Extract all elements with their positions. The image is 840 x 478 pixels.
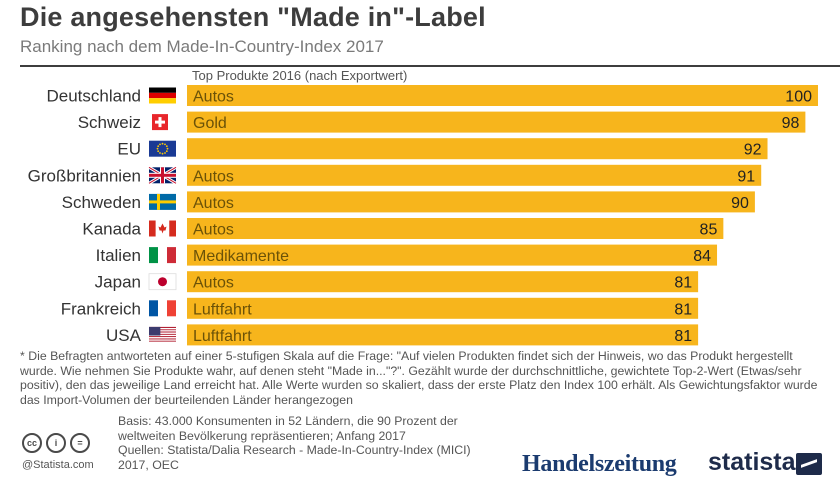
country-label: Italien [96,246,141,265]
country-label: USA [106,326,142,345]
bar [187,244,718,266]
value-label: 81 [674,328,692,345]
no-derivatives-icon[interactable]: = [70,433,90,453]
switzerland-flag-icon [152,114,168,131]
country-label: Frankreich [61,299,141,318]
value-label: 84 [693,248,711,265]
statista-copyright[interactable]: @Statista.com [22,459,94,471]
attribution-icon[interactable]: i [46,433,66,453]
statista-logo[interactable]: statista [708,448,796,476]
product-label: Luftfahrt [193,328,252,345]
bar [187,85,818,106]
value-label: 81 [674,301,692,318]
value-label: 91 [737,168,755,185]
bar [187,324,699,346]
product-label: Gold [193,115,227,132]
value-label: 90 [731,195,749,212]
product-label: Luftfahrt [193,301,252,318]
basis-note: Basis: 43.000 Konsumenten in 52 Ländern,… [118,414,458,443]
country-label: Kanada [82,220,141,239]
usa-flag-icon [149,326,176,343]
bar [187,138,768,160]
bar-chart: Deutschland Autos 100 Schweiz Gold 98 EU 92 Groß… [28,85,818,346]
creative-commons-icon[interactable]: cc [22,433,42,453]
uk-flag-icon [148,166,177,185]
country-label: Schweden [62,193,141,212]
chart-subtitle: Ranking nach dem Made-In-Country-Index 2… [20,37,384,56]
chart-title: Die angesehensten "Made in"-Label [20,2,486,32]
france-flag-icon [149,300,176,317]
value-label: 81 [674,275,692,292]
bar [187,271,699,293]
value-label: 92 [744,142,762,159]
eu-flag-icon [149,140,176,157]
country-label: Großbritannien [28,166,141,185]
country-label: Schweiz [78,113,141,132]
product-label: Autos [193,89,234,106]
country-label: Japan [95,273,141,292]
country-label: EU [117,140,141,159]
product-label: Medikamente [193,248,289,265]
bar [187,191,755,213]
license-icons: cc i = [22,433,90,453]
italy-flag-icon [149,247,176,264]
value-label: 98 [782,115,800,132]
bar [187,297,699,319]
statista-logo-icon [796,453,822,475]
sources-note: Quellen: Statista/Dalia Research - Made-… [118,443,471,472]
handelszeitung-logo[interactable]: Handelszeitung [522,451,677,477]
title-divider [20,65,840,67]
sweden-flag-icon [149,193,176,210]
bar [187,164,762,186]
country-label: Deutschland [46,87,141,106]
product-label: Autos [193,195,234,212]
canada-flag-icon [149,220,176,237]
footnote: * Die Befragten antworteten auf einer 5-… [20,349,818,407]
value-label: 100 [785,89,812,106]
product-label: Autos [193,222,234,239]
product-label: Autos [193,275,234,292]
germany-flag-icon [149,87,176,104]
bar [187,111,806,133]
product-label: Autos [193,168,234,185]
value-label: 85 [700,222,718,239]
japan-flag-icon [148,273,177,291]
column-header: Top Produkte 2016 (nach Exportwert) [192,68,408,83]
bar [187,218,724,239]
